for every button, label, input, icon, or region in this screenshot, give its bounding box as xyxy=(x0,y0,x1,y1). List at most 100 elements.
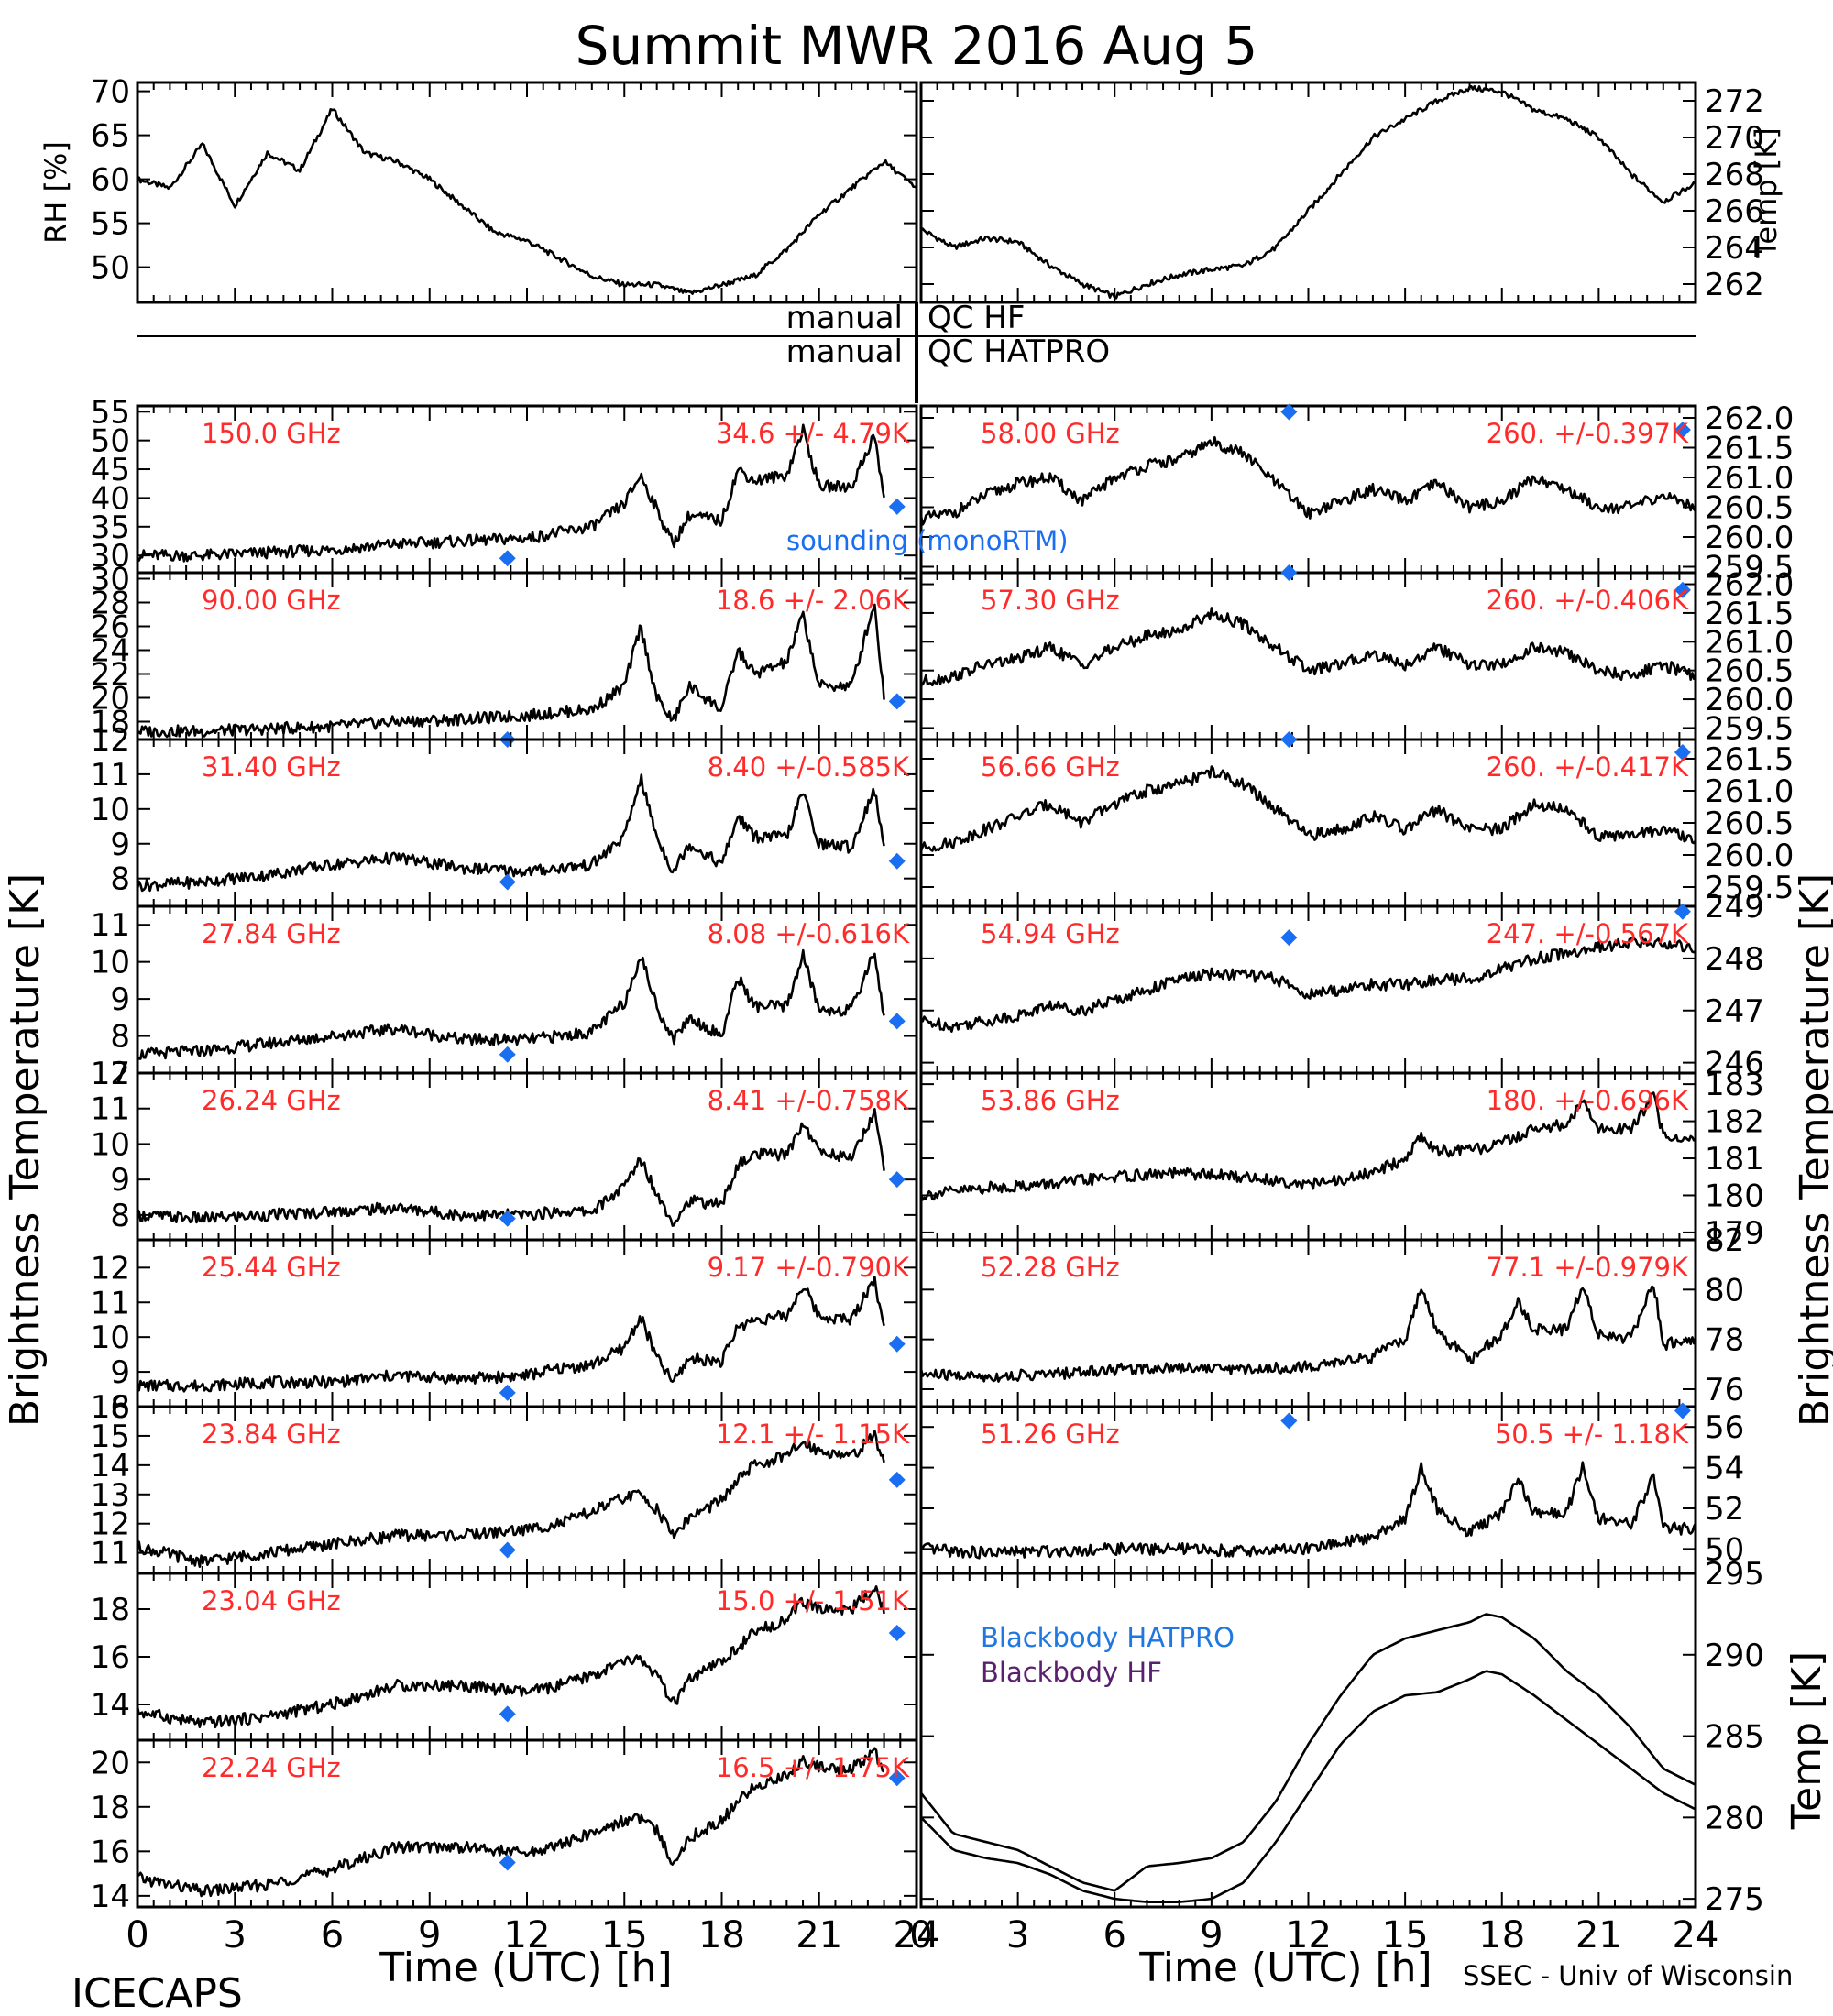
stats-label: 16.5 +/- 1.75K xyxy=(716,1752,910,1783)
y-tick-label: 272 xyxy=(1705,83,1764,120)
x-tick-label: 6 xyxy=(321,1914,344,1956)
y-tick-label: 261.0 xyxy=(1705,773,1794,810)
stats-label: 8.40 +/-0.585K xyxy=(708,751,910,783)
data-trace xyxy=(136,773,885,893)
x-tick-label: 18 xyxy=(1478,1914,1525,1956)
y-tick-label: 76 xyxy=(1705,1372,1744,1408)
x-tick-label: 9 xyxy=(1200,1914,1223,1956)
x-tick-label: 12 xyxy=(504,1914,551,1956)
sounding-marker xyxy=(1674,744,1691,761)
frequency-label: 23.04 GHz xyxy=(202,1585,341,1616)
y-tick-label: 10 xyxy=(91,792,130,828)
y-tick-label: 50 xyxy=(91,423,130,460)
data-trace xyxy=(920,936,1696,1033)
y-tick-label: 35 xyxy=(91,509,130,546)
panel-ch2224: 20 18 16 14 22.24 GHz 16.5 +/- 1.75K xyxy=(91,1738,918,1915)
y-tick-label: 45 xyxy=(91,452,130,488)
data-trace xyxy=(920,1461,1697,1560)
y-tick-label: 9 xyxy=(110,981,130,1018)
y-tick-label: 268 xyxy=(1705,157,1764,193)
y-tick-label: 11 xyxy=(91,1091,130,1128)
y-tick-label: 259.5 xyxy=(1705,870,1794,906)
y-tick-label: 260.0 xyxy=(1705,520,1794,556)
qc-hf-right-label: QC HF xyxy=(927,300,1025,336)
panel-frame xyxy=(136,81,918,304)
x-tick-label: 24 xyxy=(894,1914,940,1956)
data-trace xyxy=(919,765,1697,852)
sounding-marker xyxy=(499,550,516,567)
x-tick-label: 15 xyxy=(1382,1914,1429,1956)
frequency-label: 22.24 GHz xyxy=(202,1752,341,1783)
stats-label: 77.1 +/-0.979K xyxy=(1487,1252,1689,1283)
sounding-marker xyxy=(888,1335,906,1353)
y-tick-label: 7 xyxy=(110,1056,130,1092)
y-tick-label: 182 xyxy=(1705,1104,1764,1141)
x-tick-label: 3 xyxy=(224,1914,247,1956)
y-tick-label: 248 xyxy=(1705,941,1764,978)
y-tick-label: 14 xyxy=(91,1448,130,1485)
frequency-label: 150.0 GHz xyxy=(202,418,341,449)
sounding-marker xyxy=(1674,422,1691,438)
data-trace xyxy=(137,1747,885,1898)
y-tick-label: 16 xyxy=(91,1834,130,1870)
stats-label: 260. +/-0.406K xyxy=(1487,585,1689,616)
stats-label: 8.08 +/-0.616K xyxy=(708,918,910,949)
y-tick-label: 285 xyxy=(1705,1719,1764,1756)
y-tick-label: 179 xyxy=(1705,1215,1764,1252)
y-tick-label: 10 xyxy=(91,1126,130,1163)
y-tick-label: 259.5 xyxy=(1705,550,1794,586)
data-trace xyxy=(919,1285,1697,1383)
x-label-right: Time (UTC) [h] xyxy=(1138,1945,1432,1991)
x-tick-label: 12 xyxy=(1285,1914,1332,1956)
y-tick-label: 12 xyxy=(91,1056,130,1092)
sounding-marker xyxy=(888,1171,906,1189)
sounding-marker xyxy=(888,693,906,710)
y-tick-label: 60 xyxy=(91,162,130,199)
series-line-1 xyxy=(920,1670,1696,1903)
panel-ch2304: 18 16 14 23.04 GHz 15.0 +/- 1.51K xyxy=(91,1572,918,1742)
y-tick-label: 55 xyxy=(91,206,130,243)
data-trace xyxy=(919,84,1696,300)
panel-ch5494: 249 248 247 246 54.94 GHz 247. +/-0.567K xyxy=(919,889,1764,1082)
y-tick-label: 260.0 xyxy=(1705,838,1794,874)
y-tick-label: 50 xyxy=(1705,1531,1744,1568)
y-tick-label: 10 xyxy=(91,945,130,981)
sounding-label: sounding (monoRTM) xyxy=(786,525,1069,556)
footer-icecaps: ICECAPS xyxy=(71,1970,243,2016)
y-tick-label: 261.5 xyxy=(1705,596,1794,632)
frequency-label: 56.66 GHz xyxy=(981,751,1120,783)
sounding-marker xyxy=(888,1769,906,1787)
y-tick-label: 30 xyxy=(91,538,130,575)
data-trace xyxy=(136,108,917,295)
legend-blackbody-hatpro: Blackbody HATPRO xyxy=(981,1622,1235,1653)
y-tick-label: 40 xyxy=(91,480,130,517)
y-tick-label: 183 xyxy=(1705,1067,1764,1103)
y-tick-label: 8 xyxy=(110,861,130,898)
y-tick-label: 260.5 xyxy=(1705,490,1794,527)
panel-ch5228: 82 80 78 76 52.28 GHz 77.1 +/-0.979K xyxy=(919,1222,1744,1408)
stats-label: 8.41 +/-0.758K xyxy=(708,1085,910,1116)
y-tick-label: 24 xyxy=(91,633,130,670)
y-tick-label: 11 xyxy=(91,1285,130,1321)
y-tick-label: 261.5 xyxy=(1705,741,1794,778)
y-tick-label: 261.0 xyxy=(1705,460,1794,497)
y-tick-label: 12 xyxy=(91,1507,130,1543)
sounding-marker xyxy=(1280,929,1298,947)
footer-ssec: SSEC - Univ of Wisconsin xyxy=(1463,1960,1793,1991)
y-tick-label: 18 xyxy=(91,1592,130,1628)
x-tick-label: 6 xyxy=(1103,1914,1126,1956)
data-trace xyxy=(919,435,1697,526)
y-tick-label: 18 xyxy=(91,1790,130,1826)
frequency-label: 53.86 GHz xyxy=(981,1085,1120,1116)
panel-blackbody: 295 290 285 280 275 Temp [K] xyxy=(919,1556,1830,1918)
x-tick-label: 21 xyxy=(796,1914,842,1956)
stats-label: 260. +/-0.397K xyxy=(1487,418,1689,449)
y-label-left: Brightness Temperature [K] xyxy=(2,873,49,1427)
y-tick-label: 180 xyxy=(1705,1178,1764,1214)
